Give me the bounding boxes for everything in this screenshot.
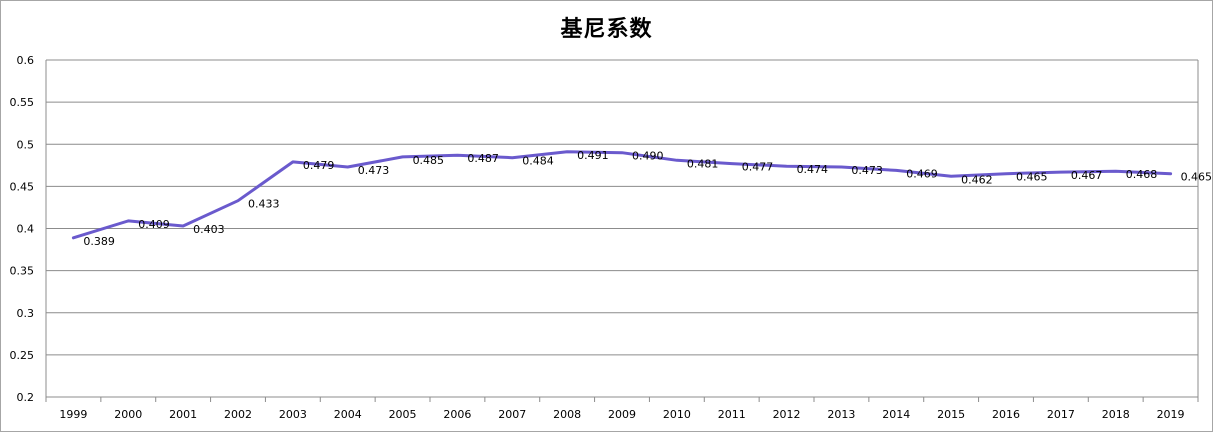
chart-title: 基尼系数 (560, 17, 653, 42)
x-tick-label: 1999 (59, 408, 87, 421)
x-tick-label: 2015 (937, 408, 965, 421)
data-label: 0.479 (303, 159, 335, 172)
x-tick-label: 2017 (1047, 408, 1075, 421)
x-tick-label: 2011 (718, 408, 746, 421)
x-tick-label: 2019 (1157, 408, 1185, 421)
data-label: 0.467 (1071, 169, 1103, 182)
series-line (71, 150, 1173, 240)
data-label: 0.484 (522, 155, 554, 168)
x-tick-label: 2007 (498, 408, 526, 421)
y-tick-label: 0.6 (17, 54, 35, 67)
y-tick-label: 0.3 (17, 307, 35, 320)
data-label: 0.409 (138, 218, 170, 231)
data-label: 0.462 (961, 173, 993, 186)
x-tick-label: 2010 (663, 408, 691, 421)
x-tick-label: 2000 (114, 408, 142, 421)
y-tick-label: 0.35 (10, 265, 35, 278)
data-label: 0.389 (83, 235, 115, 248)
data-label: 0.468 (1126, 168, 1158, 181)
data-label: 0.485 (413, 154, 445, 167)
x-tick-label: 2016 (992, 408, 1020, 421)
x-tick-label: 2018 (1102, 408, 1130, 421)
data-label: 0.481 (687, 157, 719, 170)
x-tick-label: 2006 (443, 408, 471, 421)
data-label: 0.473 (851, 164, 883, 177)
y-tick-label: 0.4 (17, 223, 35, 236)
x-tick-label: 2001 (169, 408, 197, 421)
x-tick-label: 2004 (334, 408, 362, 421)
data-label: 0.403 (193, 223, 225, 236)
data-label: 0.487 (467, 152, 499, 165)
y-tick-label: 0.5 (17, 138, 35, 151)
data-label: 0.491 (577, 149, 609, 162)
data-label: 0.490 (632, 150, 664, 163)
data-label: 0.465 (1016, 171, 1048, 184)
x-tick-label: 2005 (389, 408, 417, 421)
data-label: 0.477 (742, 161, 774, 174)
data-label: 0.469 (906, 167, 938, 180)
x-tick-label: 2013 (827, 408, 855, 421)
x-tick-label: 2008 (553, 408, 581, 421)
data-label: 0.474 (797, 163, 829, 176)
data-label: 0.433 (248, 198, 280, 211)
x-tick-label: 2003 (279, 408, 307, 421)
y-tick-label: 0.25 (10, 349, 35, 362)
y-tick-label: 0.2 (17, 391, 35, 404)
data-label: 0.465 (1181, 171, 1212, 184)
x-tick-label: 2009 (608, 408, 636, 421)
data-label: 0.473 (358, 164, 390, 177)
x-tick-label: 2012 (773, 408, 801, 421)
y-tick-label: 0.55 (10, 96, 35, 109)
y-tick-label: 0.45 (10, 180, 35, 193)
x-tick-label: 2014 (882, 408, 910, 421)
x-tick-label: 2002 (224, 408, 252, 421)
